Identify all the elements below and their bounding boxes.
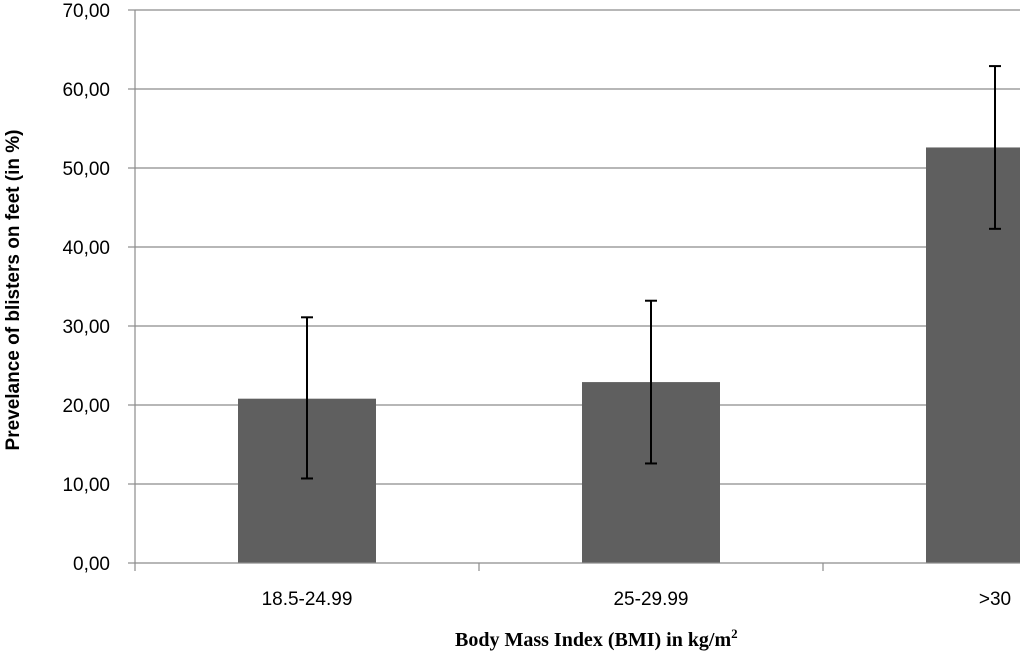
- x-tick-labels: 18.5-24.99 25-29.99 >30: [134, 563, 1011, 610]
- y-axis-label: Prevelance of blisters on feet (in %): [3, 130, 24, 451]
- y-tick-label: 60,00: [62, 80, 110, 101]
- x-axis-label-text: Body Mass Index (BMI) in kg/m: [455, 629, 731, 651]
- y-tick-labels: 0,00 10,00 20,00 30,00 40,00 50,00 60,00 70,00: [62, 1, 135, 575]
- y-tick-label: 30,00: [62, 317, 110, 338]
- y-tick-label: 20,00: [62, 396, 110, 417]
- x-tick-label: 18.5-24.99: [262, 589, 353, 610]
- x-axis-label-superscript: 2: [731, 626, 738, 641]
- axes: [134, 10, 1020, 564]
- y-tick-label: 10,00: [62, 475, 110, 496]
- x-tick-label: >30: [979, 589, 1011, 610]
- bars: [238, 147, 1020, 563]
- y-tick-label: 0,00: [73, 554, 110, 575]
- error-bars: [301, 65, 1001, 480]
- bar: [926, 147, 1020, 563]
- y-tick-label: 70,00: [62, 1, 110, 22]
- y-tick-label: 40,00: [62, 238, 110, 259]
- y-tick-label: 50,00: [62, 159, 110, 180]
- x-axis-label: Body Mass Index (BMI) in kg/m2: [455, 626, 738, 651]
- x-tick-label: 25-29.99: [613, 589, 688, 610]
